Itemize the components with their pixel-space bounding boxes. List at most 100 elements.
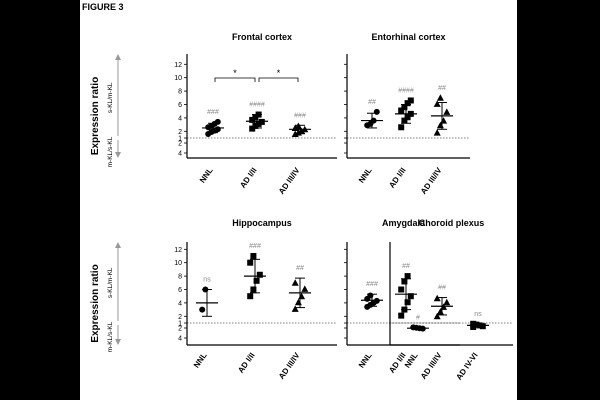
y-tick-label: 12 xyxy=(174,62,182,69)
data-point xyxy=(433,129,441,136)
data-point xyxy=(214,126,221,133)
group-annotation: ## xyxy=(296,265,304,272)
data-point xyxy=(247,259,254,266)
group-annotation: ## xyxy=(438,85,446,92)
y-upper-label: s-KL/m-KL xyxy=(107,82,114,113)
group-annotation: ns xyxy=(474,311,482,318)
x-tick-label: AD I/II xyxy=(236,351,256,375)
data-point xyxy=(398,107,405,114)
data-point xyxy=(291,305,299,312)
group-annotation: ### xyxy=(207,109,219,116)
data-point xyxy=(249,125,256,132)
data-point xyxy=(407,97,414,104)
y-tick-label: 1 xyxy=(178,321,182,328)
x-tick-label: AD I/II xyxy=(238,166,258,190)
x-tick-label: AD IV-VI xyxy=(454,351,479,382)
data-point xyxy=(214,118,221,125)
y-tick-label: 6 xyxy=(178,102,182,109)
y-lower-label: m-KL/s-KL xyxy=(107,321,114,352)
comparison-label: * xyxy=(233,68,237,78)
comparison-bracket xyxy=(258,77,299,82)
group-annotation: # xyxy=(416,314,420,321)
y-tick-label: 10 xyxy=(174,75,182,82)
data-point xyxy=(252,114,259,121)
data-point xyxy=(433,100,441,107)
y-lower-label: m-KL/s-KL xyxy=(107,136,114,167)
x-tick-label: NNL xyxy=(198,166,215,185)
y-axis-title: Expression ratio xyxy=(90,264,101,342)
x-tick-label: AD I/II xyxy=(387,166,407,190)
data-point xyxy=(301,285,309,292)
y-tick-label: 4 xyxy=(178,300,182,307)
x-tick-label: NNL xyxy=(357,166,374,185)
data-point xyxy=(436,94,444,101)
y-tick-label: 8 xyxy=(178,274,182,281)
data-point xyxy=(291,279,299,286)
y-tick-label: 1 xyxy=(178,136,182,143)
data-point xyxy=(199,306,206,313)
data-point xyxy=(404,100,411,107)
data-point xyxy=(298,292,306,300)
data-point xyxy=(398,312,405,319)
y-axis-title: Expression ratio xyxy=(90,77,101,155)
data-point xyxy=(373,108,380,115)
x-tick-label: AD III/IV xyxy=(277,350,302,380)
figure-label: FIGURE 3 xyxy=(82,2,124,12)
data-point xyxy=(294,298,302,306)
comparison-label: * xyxy=(277,68,281,78)
y-tick-label-lower: 4 xyxy=(178,336,182,343)
group-annotation: ### xyxy=(249,243,261,250)
y-tick-label: 12 xyxy=(174,247,182,254)
data-point xyxy=(404,299,411,306)
panel-title: Hippocampus xyxy=(232,218,292,228)
data-point xyxy=(398,124,405,131)
y-up-arrow-head xyxy=(115,242,121,248)
x-tick-label: NNL xyxy=(357,351,374,370)
data-point xyxy=(253,277,260,284)
data-point xyxy=(404,114,411,121)
data-point xyxy=(404,273,411,280)
y-tick-label: 10 xyxy=(174,260,182,267)
data-point xyxy=(373,297,380,304)
y-tick-label-lower: 4 xyxy=(178,151,182,158)
y-tick-label: 4 xyxy=(178,115,182,122)
y-tick-label: 6 xyxy=(178,287,182,294)
y-tick-label: 2 xyxy=(178,314,182,321)
x-tick-label: AD III/IV xyxy=(277,165,302,195)
y-tick-label: 2 xyxy=(178,129,182,136)
data-point xyxy=(401,117,408,124)
data-point xyxy=(249,116,256,123)
panel-title: Amygdala xyxy=(382,218,426,228)
y-down-arrow-head xyxy=(115,152,121,158)
data-point xyxy=(398,286,405,293)
x-tick-label: NNL xyxy=(403,351,420,370)
data-point xyxy=(258,118,265,125)
x-tick-label: AD III/IV xyxy=(419,165,444,195)
group-annotation: #### xyxy=(398,87,414,94)
data-point xyxy=(401,104,408,111)
group-annotation: #### xyxy=(249,102,265,109)
group-annotation: ## xyxy=(438,285,446,292)
x-tick-label: NNL xyxy=(192,351,209,370)
panel-title: Frontal cortex xyxy=(232,32,292,42)
x-tick-label: AD III/IV xyxy=(419,350,444,380)
group-annotation: ### xyxy=(294,112,306,119)
chart-svg: Expression ratio s-KL/m-KL m-KL/s-KL Expres… xyxy=(90,32,513,382)
data-point xyxy=(401,278,408,285)
comparison-bracket xyxy=(214,77,256,82)
group-annotation: ## xyxy=(368,99,376,106)
data-point xyxy=(256,271,263,278)
group-annotation: ### xyxy=(366,281,378,288)
data-point xyxy=(250,253,257,259)
data-point xyxy=(255,120,262,127)
data-point xyxy=(252,122,259,129)
y-down-arrow-head xyxy=(115,339,121,345)
group-annotation: ## xyxy=(402,263,410,270)
data-point xyxy=(407,293,414,300)
data-point xyxy=(440,117,448,124)
data-point xyxy=(433,312,441,320)
figure: FIGURE 3 Expression ratio s-KL/m-KL m-KL/s… xyxy=(80,0,517,400)
panel-title: Choroid plexus xyxy=(419,218,485,228)
data-point xyxy=(443,108,451,115)
y-tick-label-lower: 2 xyxy=(178,326,182,333)
